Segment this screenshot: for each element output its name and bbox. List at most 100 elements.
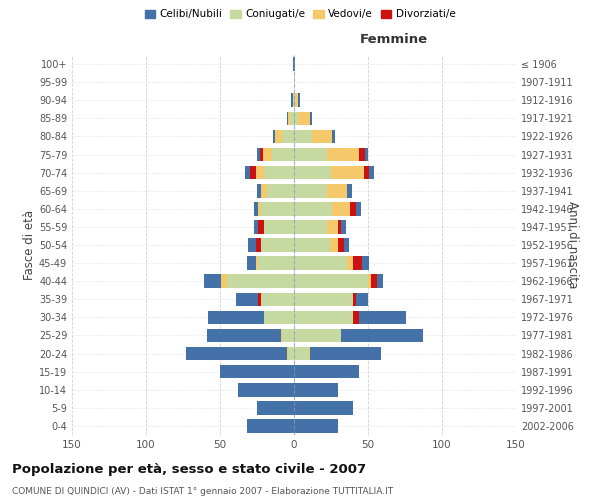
Bar bbox=[312, 130, 332, 143]
Bar bbox=[326, 184, 347, 198]
Bar bbox=[290, 112, 294, 125]
Bar bbox=[291, 94, 293, 107]
Bar bbox=[362, 256, 370, 270]
Bar bbox=[247, 256, 256, 270]
Bar bbox=[331, 166, 364, 179]
Bar bbox=[287, 112, 288, 125]
Bar bbox=[206, 328, 281, 342]
Bar bbox=[259, 220, 265, 234]
Bar bbox=[294, 310, 353, 324]
Bar bbox=[294, 328, 341, 342]
Bar bbox=[294, 383, 338, 396]
Bar bbox=[326, 148, 359, 162]
Bar bbox=[288, 347, 294, 360]
Bar bbox=[294, 256, 347, 270]
Bar bbox=[371, 274, 377, 288]
Bar bbox=[220, 365, 294, 378]
Bar bbox=[263, 148, 272, 162]
Bar bbox=[359, 310, 406, 324]
Bar bbox=[221, 274, 227, 288]
Bar bbox=[238, 383, 294, 396]
Bar bbox=[356, 202, 361, 215]
Bar bbox=[298, 94, 300, 107]
Bar bbox=[309, 347, 310, 360]
Bar bbox=[293, 58, 294, 71]
Bar bbox=[282, 328, 294, 342]
Bar bbox=[294, 401, 353, 414]
Bar bbox=[368, 274, 371, 288]
Bar bbox=[377, 274, 383, 288]
Bar bbox=[256, 256, 259, 270]
Bar bbox=[257, 184, 262, 198]
Bar bbox=[294, 365, 359, 378]
Bar bbox=[341, 220, 346, 234]
Bar bbox=[294, 238, 329, 252]
Bar bbox=[262, 202, 294, 215]
Bar bbox=[326, 220, 338, 234]
Bar bbox=[268, 184, 294, 198]
Bar bbox=[356, 292, 368, 306]
Bar bbox=[265, 166, 294, 179]
Bar bbox=[347, 184, 352, 198]
Bar bbox=[282, 130, 294, 143]
Bar bbox=[294, 166, 331, 179]
Bar bbox=[262, 184, 268, 198]
Bar bbox=[294, 419, 338, 432]
Bar bbox=[359, 148, 365, 162]
Bar bbox=[208, 310, 265, 324]
Bar bbox=[272, 148, 294, 162]
Bar bbox=[332, 202, 350, 215]
Bar bbox=[353, 256, 362, 270]
Bar bbox=[260, 148, 263, 162]
Bar bbox=[294, 148, 326, 162]
Bar bbox=[332, 130, 335, 143]
Bar bbox=[236, 292, 259, 306]
Bar bbox=[294, 112, 298, 125]
Bar bbox=[294, 130, 312, 143]
Bar bbox=[256, 166, 265, 179]
Text: COMUNE DI QUINDICI (AV) - Dati ISTAT 1° gennaio 2007 - Elaborazione TUTTITALIA.I: COMUNE DI QUINDICI (AV) - Dati ISTAT 1° … bbox=[12, 488, 393, 496]
Bar bbox=[259, 292, 262, 306]
Bar bbox=[281, 328, 282, 342]
Bar bbox=[262, 238, 294, 252]
Text: Femmine: Femmine bbox=[360, 32, 428, 46]
Bar bbox=[364, 166, 370, 179]
Bar bbox=[370, 166, 374, 179]
Text: Popolazione per età, sesso e stato civile - 2007: Popolazione per età, sesso e stato civil… bbox=[12, 462, 366, 475]
Bar bbox=[294, 274, 368, 288]
Bar bbox=[248, 238, 256, 252]
Bar bbox=[275, 130, 282, 143]
Bar bbox=[287, 347, 288, 360]
Bar bbox=[350, 202, 356, 215]
Bar bbox=[294, 94, 295, 107]
Bar bbox=[257, 401, 294, 414]
Bar bbox=[254, 220, 259, 234]
Bar bbox=[247, 419, 294, 432]
Y-axis label: Fasce di età: Fasce di età bbox=[23, 210, 36, 280]
Bar bbox=[204, 274, 221, 288]
Bar bbox=[288, 112, 290, 125]
Bar bbox=[294, 347, 309, 360]
Bar bbox=[344, 238, 349, 252]
Bar bbox=[294, 292, 353, 306]
Bar bbox=[254, 202, 259, 215]
Bar bbox=[294, 184, 326, 198]
Bar bbox=[353, 310, 359, 324]
Bar bbox=[353, 292, 356, 306]
Bar bbox=[265, 310, 294, 324]
Bar bbox=[250, 166, 256, 179]
Bar bbox=[295, 94, 298, 107]
Bar bbox=[293, 94, 294, 107]
Bar bbox=[341, 328, 423, 342]
Legend: Celibi/Nubili, Coniugati/e, Vedovi/e, Divorziati/e: Celibi/Nubili, Coniugati/e, Vedovi/e, Di… bbox=[140, 5, 460, 24]
Y-axis label: Anni di nascita: Anni di nascita bbox=[566, 202, 579, 288]
Bar bbox=[298, 112, 310, 125]
Bar bbox=[273, 130, 275, 143]
Bar bbox=[347, 256, 353, 270]
Bar bbox=[259, 256, 294, 270]
Bar bbox=[294, 202, 332, 215]
Bar bbox=[310, 347, 382, 360]
Bar bbox=[186, 347, 287, 360]
Bar bbox=[338, 220, 341, 234]
Bar bbox=[262, 292, 294, 306]
